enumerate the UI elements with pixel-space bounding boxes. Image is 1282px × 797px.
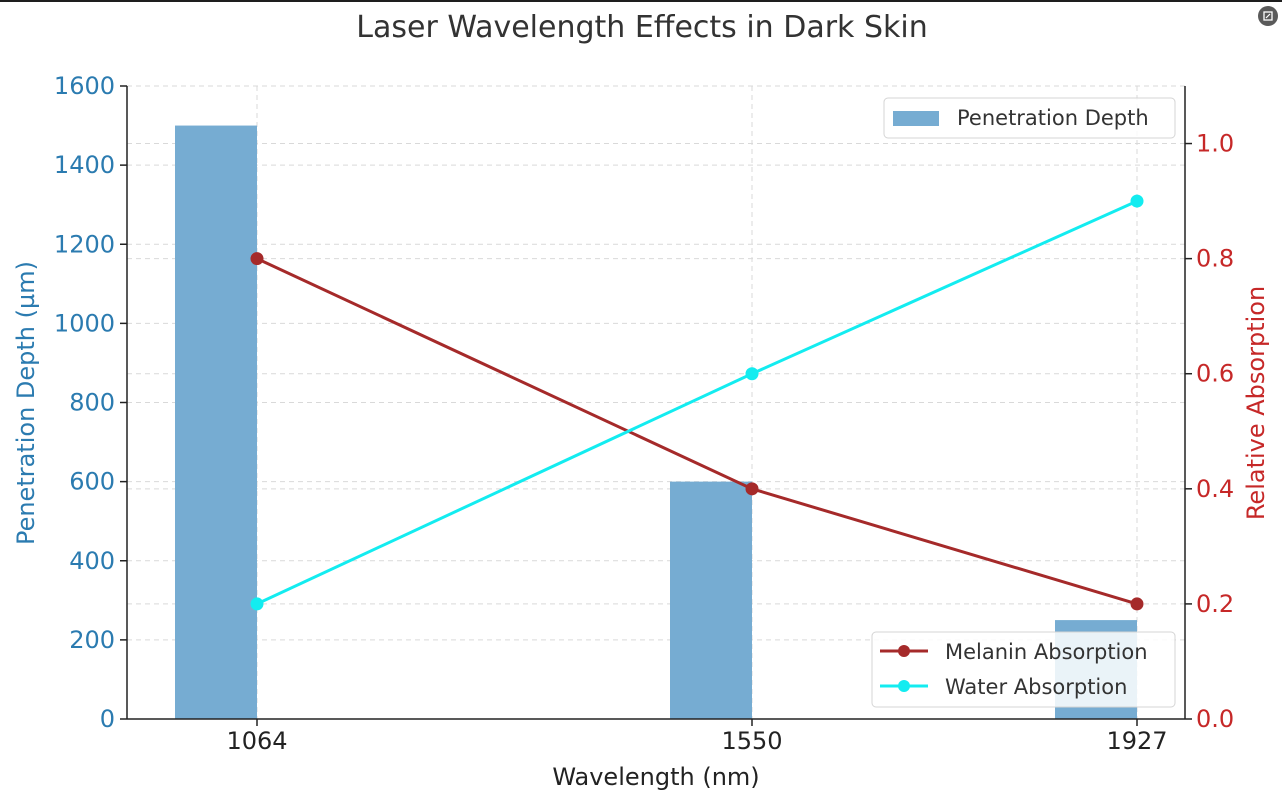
left-tick-label-4: 800 — [69, 389, 115, 417]
axes — [126, 86, 1186, 720]
legend-lines-frame — [871, 631, 1176, 708]
left-tick-label-6: 1200 — [54, 230, 115, 258]
expand-icon — [1263, 11, 1273, 21]
x-tick-label-1: 1550 — [721, 727, 782, 755]
point-water-1064 — [250, 597, 264, 611]
point-melanin-1550 — [745, 482, 759, 496]
left-tick-label-0: 0 — [100, 705, 115, 733]
right-tick-label-4: 0.8 — [1196, 245, 1234, 273]
point-water-1927 — [1130, 194, 1144, 208]
legend-lines: Melanin Absorption Water Absorption — [871, 631, 1176, 708]
ticks: 0 200 400 600 800 1000 1200 1400 1600 0.0 0.2 0.4 0.… — [54, 72, 1234, 755]
right-tick-label-3: 0.6 — [1196, 360, 1234, 388]
right-tick-label-2: 0.4 — [1196, 475, 1234, 503]
bar-1064 — [175, 125, 257, 719]
left-tick-label-2: 400 — [69, 547, 115, 575]
point-melanin-1064 — [250, 252, 264, 266]
chart-title: Laser Wavelength Effects in Dark Skin — [356, 10, 927, 45]
expand-button[interactable] — [1258, 6, 1278, 26]
right-tick-label-0: 0.0 — [1196, 705, 1234, 733]
legend-label-water: Water Absorption — [945, 675, 1127, 699]
x-tick-label-2: 1927 — [1106, 727, 1167, 755]
lines — [250, 194, 1144, 611]
point-water-1550 — [745, 367, 759, 381]
left-tick-label-8: 1600 — [54, 72, 115, 100]
top-border — [0, 0, 1282, 2]
grid — [127, 85, 1185, 719]
legend-label-penetration: Penetration Depth — [957, 106, 1149, 130]
legend-marker-melanin — [898, 645, 910, 657]
bars — [175, 125, 1137, 719]
right-tick-label-5: 1.0 — [1196, 130, 1234, 158]
point-melanin-1927 — [1130, 597, 1144, 611]
left-tick-label-3: 600 — [69, 468, 115, 496]
legend-bars-frame — [883, 97, 1176, 139]
left-tick-label-7: 1400 — [54, 151, 115, 179]
right-axis-label: Relative Absorption — [1242, 286, 1270, 520]
left-axis-label: Penetration Depth (µm) — [12, 261, 40, 545]
x-tick-label-0: 1064 — [226, 727, 287, 755]
right-tick-label-1: 0.2 — [1196, 590, 1234, 618]
legend-marker-water — [898, 680, 910, 692]
legend-label-melanin: Melanin Absorption — [945, 640, 1148, 664]
left-tick-label-1: 200 — [69, 626, 115, 654]
left-tick-label-5: 1000 — [54, 309, 115, 337]
legend-swatch-penetration — [893, 111, 939, 126]
bar-1550 — [670, 481, 752, 719]
x-axis-label: Wavelength (nm) — [552, 763, 759, 791]
legend-bars: Penetration Depth — [883, 97, 1176, 139]
